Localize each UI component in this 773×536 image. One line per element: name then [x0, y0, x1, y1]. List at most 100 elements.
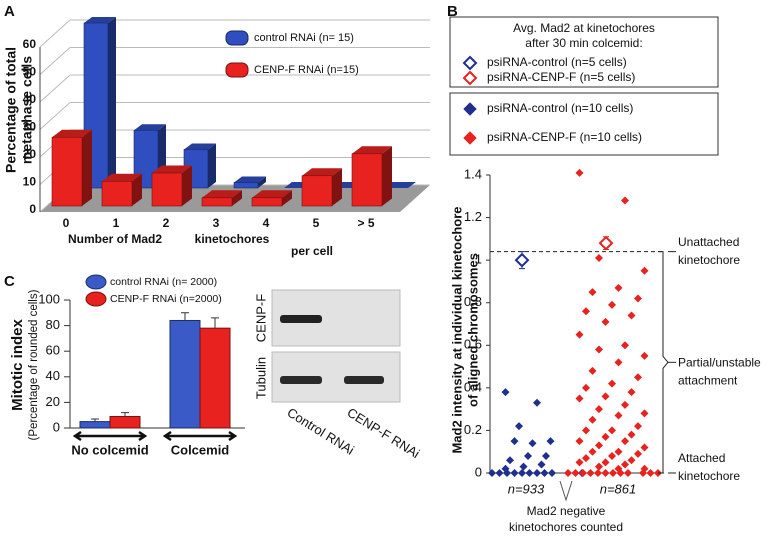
annotation: Attached: [678, 451, 725, 465]
mean-marker: [514, 252, 530, 268]
bar-side: [282, 190, 292, 206]
bar-top: [134, 124, 166, 131]
bar-side: [332, 168, 342, 206]
y-tick-label: 1: [475, 252, 482, 267]
y-tick-label: 30: [23, 120, 37, 134]
point: [546, 437, 555, 446]
point: [640, 443, 649, 452]
point: [533, 469, 541, 477]
legend-marker: [225, 30, 249, 46]
point: [540, 469, 549, 477]
point: [621, 196, 629, 205]
bar-top: [234, 176, 266, 183]
y-tick-label: 0.4: [464, 379, 482, 394]
y-axis-label: of aligned chromosomes: [465, 253, 480, 407]
point: [640, 266, 649, 275]
legend-label: psiRNA-control (n=5 cells): [487, 55, 627, 69]
pointer: [559, 480, 573, 502]
group-label: n=933: [508, 481, 545, 496]
point: [614, 283, 623, 292]
bar: [199, 327, 231, 429]
y-axis-label: metaphase cells: [19, 56, 35, 164]
point: [501, 388, 510, 397]
point: [595, 345, 603, 354]
grid-line: [39, 102, 71, 130]
point: [588, 366, 597, 375]
point: [595, 254, 603, 263]
bar: [301, 175, 333, 207]
bar-top: [302, 168, 342, 176]
error-bar: [211, 317, 219, 329]
point: [575, 458, 584, 467]
point: [582, 454, 590, 463]
bar-side: [182, 165, 192, 206]
point: [506, 456, 514, 465]
legend-marker: [463, 131, 477, 145]
point: [575, 437, 584, 446]
blot-band: [344, 376, 384, 384]
blot-row-label: CENP-F: [253, 294, 268, 342]
point: [595, 405, 603, 414]
point: [588, 447, 597, 456]
point: [594, 469, 602, 477]
error-bar: [121, 412, 129, 417]
bar-top: [202, 190, 242, 198]
y-tick-label: 20: [46, 394, 60, 409]
x-tick-label: 4: [263, 216, 270, 230]
legend-label: CENP-F RNAi (n=2000): [110, 293, 222, 305]
bar: [51, 136, 83, 207]
x-tick-label: 0: [63, 216, 70, 230]
x-tick-label: 1: [113, 216, 120, 230]
point: [627, 430, 636, 439]
point: [518, 469, 526, 477]
point: [528, 439, 537, 448]
point: [595, 441, 603, 450]
legend-box: [449, 16, 719, 88]
x-axis-label: Mad2 negative: [527, 504, 606, 518]
point: [621, 460, 629, 469]
mean-marker: [598, 235, 614, 251]
bracket: [658, 251, 669, 474]
error-bar: [181, 312, 189, 321]
y-axis-label: (Percentage of rounded cells): [28, 289, 40, 440]
annotation: Partial/unstable: [678, 355, 761, 369]
y-tick-label: 80: [46, 317, 60, 332]
point: [519, 462, 528, 471]
bar-top: [52, 129, 92, 138]
y-tick-label: 40: [46, 368, 60, 383]
range-arrow: [162, 430, 238, 442]
y-tick-label: 1.4: [464, 166, 482, 181]
x-tick-label: Colcemid: [171, 442, 230, 457]
y-tick-label: 0.8: [464, 294, 482, 309]
point: [582, 426, 590, 435]
bar-side: [232, 190, 242, 206]
bar-side: [208, 143, 216, 188]
bar-side: [108, 17, 116, 188]
point: [503, 469, 511, 477]
point: [624, 469, 632, 477]
bar-side: [382, 146, 392, 206]
bar: [169, 319, 201, 429]
point: [640, 351, 649, 360]
y-tick-label: 50: [23, 65, 37, 79]
point: [634, 294, 642, 303]
blot-row-label: Tubulin: [253, 357, 268, 399]
group-label: n=861: [600, 481, 637, 496]
range-arrow: [72, 430, 148, 442]
y-tick-label: 0.2: [464, 422, 482, 437]
point: [601, 432, 610, 441]
bar: [233, 182, 259, 189]
point: [537, 460, 546, 469]
bar: [351, 153, 383, 207]
bar-top: [184, 143, 216, 150]
bar: [201, 197, 233, 207]
annotation: kinetochore: [678, 469, 740, 483]
bar-top: [352, 146, 392, 154]
point: [524, 451, 532, 460]
y-axis-label: Mad2 intensity at individual kinetochore: [449, 206, 464, 453]
bar: [83, 22, 109, 189]
legend-marker: [85, 291, 107, 307]
grid-line: [39, 19, 71, 48]
point: [510, 437, 519, 446]
point: [614, 411, 623, 420]
